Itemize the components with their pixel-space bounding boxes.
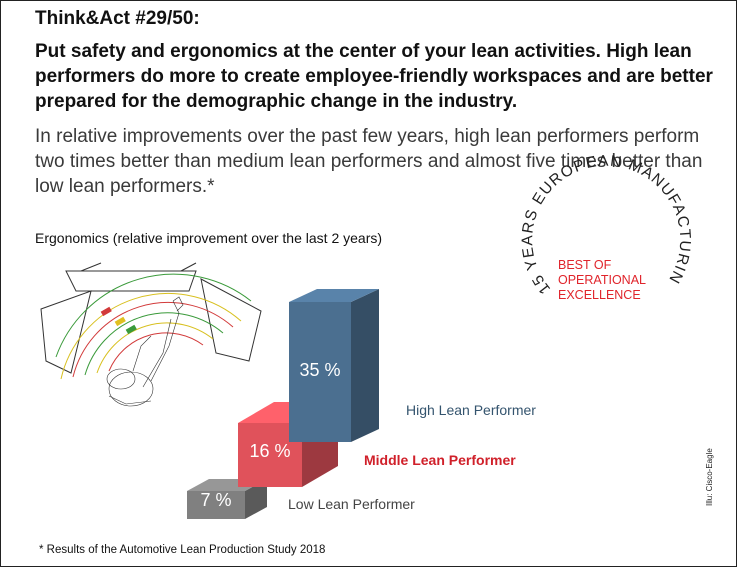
- page-title: Think&Act #29/50:: [35, 8, 200, 29]
- footnote: * Results of the Automotive Lean Product…: [39, 544, 326, 556]
- chart-title: Ergonomics (relative improvement over th…: [35, 230, 383, 246]
- seal-line-2: OPERATIONAL: [558, 273, 646, 287]
- category-label: Middle Lean Performer: [364, 452, 516, 468]
- seal-line-1: BEST OF: [558, 258, 612, 272]
- illustration-credit: Illu: Cisco-Eagle: [705, 448, 714, 506]
- body-text: In relative improvements over the past f…: [35, 126, 703, 197]
- bar-value-label: 16 %: [249, 441, 290, 461]
- bar: [289, 302, 351, 442]
- category-label: Low Lean Performer: [288, 496, 415, 512]
- bar-side: [351, 289, 379, 442]
- bar: [187, 491, 245, 519]
- bar-side: [245, 479, 267, 519]
- category-label: High Lean Performer: [406, 402, 536, 418]
- bar-value-label: 35 %: [299, 360, 340, 380]
- bar-top: [289, 289, 379, 302]
- seal-line-3: EXCELLENCE: [558, 288, 641, 302]
- headline-statement: Put safety and ergonomics at the center …: [35, 41, 713, 112]
- seal-ring-text: 15 YEARS EUROPEAN MANUFACTURING STUDY: [1, 1, 693, 297]
- bar-value-label: 7 %: [200, 490, 231, 510]
